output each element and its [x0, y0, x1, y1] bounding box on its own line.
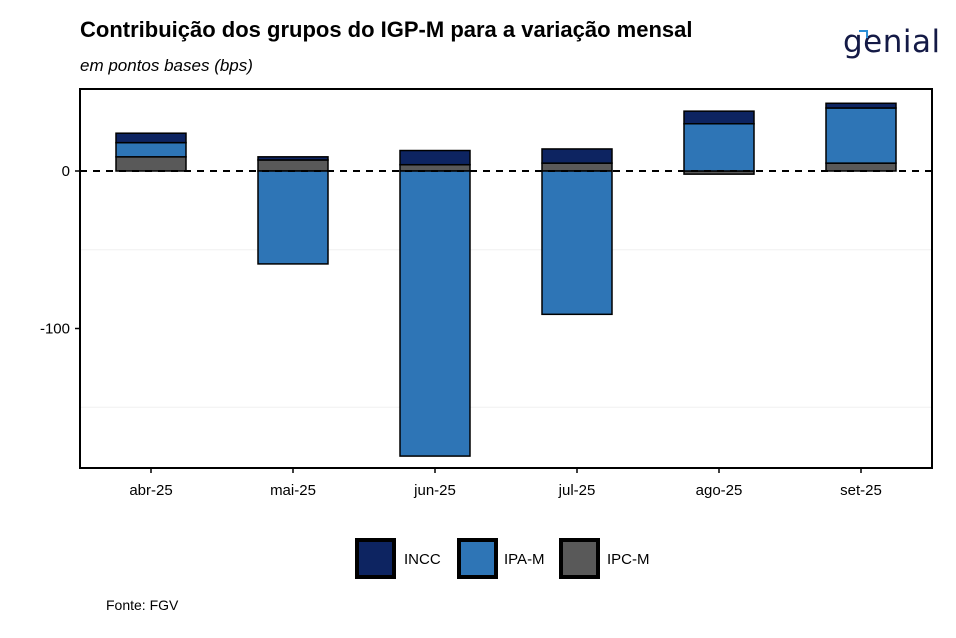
- x-tick-label: abr-25: [129, 482, 172, 499]
- bar-incc-abr-25: [115, 132, 187, 144]
- bar-ipc-m-mai-25: [257, 159, 329, 172]
- bar-ipa-m-set-25: [825, 107, 897, 164]
- x-tick-label: mai-25: [270, 482, 316, 499]
- bar-incc-mai-25: [257, 156, 329, 161]
- legend-key-ipc-m: [559, 538, 600, 579]
- source-note: Fonte: FGV: [106, 597, 179, 613]
- grid-lines: [80, 249, 932, 408]
- bar-ipa-m-jun-25: [399, 170, 471, 457]
- x-tick-label: jun-25: [413, 482, 456, 499]
- chart-title: Contribuição dos grupos do IGP-M para a …: [80, 17, 693, 42]
- legend-label-ipa-m: IPA-M: [504, 551, 545, 568]
- bar-ipa-m-ago-25: [683, 123, 755, 172]
- legend: INCC IPA-M IPC-M: [355, 538, 650, 579]
- bar-incc-ago-25: [683, 110, 755, 125]
- legend-key-ipa-m: [457, 538, 498, 579]
- logo-accent-icon: [859, 30, 868, 38]
- x-tick-label: set-25: [840, 482, 882, 499]
- bar-ipa-m-abr-25: [115, 141, 187, 158]
- bar-incc-jun-25: [399, 149, 471, 166]
- bar-ipc-m-set-25: [825, 162, 897, 172]
- bar-ipc-m-jul-25: [541, 162, 613, 172]
- legend-label-incc: INCC: [404, 551, 441, 568]
- axes: abr-25 mai-25 jun-25 jul-25 ago-25 set-25 0 -10…: [40, 88, 933, 499]
- bar-incc-set-25: [825, 102, 897, 109]
- y-tick-label: 0: [62, 163, 70, 180]
- x-tick-label: ago-25: [696, 482, 743, 499]
- bar-incc-jul-25: [541, 148, 613, 164]
- legend-label-ipc-m: IPC-M: [607, 551, 650, 568]
- bar-marks: [115, 102, 897, 457]
- x-tick-label: jul-25: [558, 482, 596, 499]
- chart-subtitle: em pontos bases (bps): [80, 56, 253, 75]
- bar-ipa-m-jul-25: [541, 170, 613, 316]
- y-tick-label: -100: [40, 321, 70, 338]
- bar-ipc-m-abr-25: [115, 156, 187, 172]
- legend-key-incc: [355, 538, 396, 579]
- bar-ipa-m-mai-25: [257, 170, 329, 265]
- plot-border: [79, 88, 933, 469]
